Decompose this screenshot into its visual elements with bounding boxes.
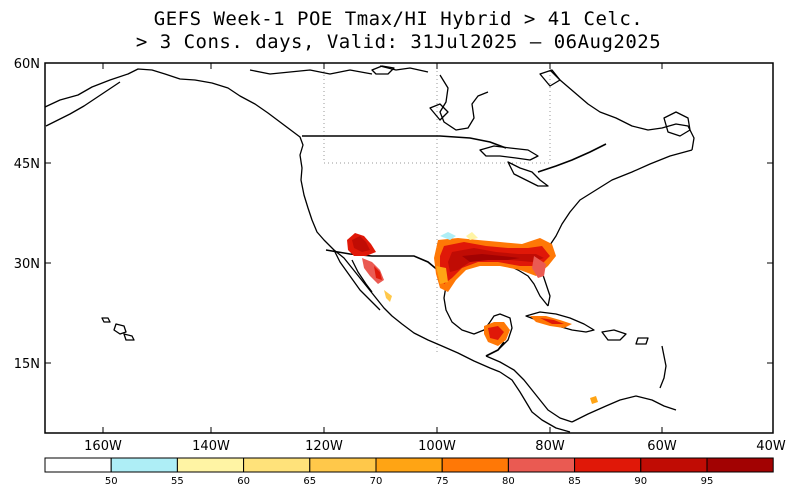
- colorbar-label: 75: [436, 476, 449, 487]
- colorbar-label: 90: [634, 476, 647, 487]
- lon-ticks: [102, 63, 663, 433]
- heat-probability-shading: [347, 232, 598, 404]
- map-panel: [45, 63, 695, 433]
- lon-label-160w: 160W: [84, 439, 122, 454]
- colorbar-label: 95: [701, 476, 714, 487]
- graticule: [323, 63, 551, 355]
- colorbar-label: 80: [502, 476, 515, 487]
- lat-label-30n: 30N: [14, 257, 40, 272]
- coastlines: [45, 65, 695, 433]
- colorbar-swatch: [44, 457, 112, 473]
- map-title-line-1: GEFS Week-1 POE Tmax/HI Hybrid > 41 Celc…: [153, 8, 644, 30]
- colorbar-swatch: [176, 457, 245, 473]
- lat-ticks: [45, 62, 773, 364]
- lat-label-45n: 45N: [14, 157, 40, 172]
- colorbar-swatch: [706, 457, 774, 473]
- colorbar-swatch: [243, 457, 311, 473]
- map-title-line-2: > 3 Cons. days, Valid: 31Jul2025 – 06Aug…: [135, 31, 662, 53]
- lon-label-120w: 120W: [305, 439, 343, 454]
- lon-label-80w: 80W: [535, 439, 565, 454]
- colorbar-label: 85: [568, 476, 581, 487]
- map-frame: [44, 62, 774, 434]
- colorbar-label: 70: [370, 476, 383, 487]
- colorbar-swatch: [441, 457, 509, 473]
- colorbar: 50 55 60 65 70 75 80 85 90 95: [44, 457, 774, 487]
- lat-label-15n: 15N: [14, 357, 40, 372]
- lat-label-60n: 60N: [14, 57, 40, 72]
- colorbar-label: 50: [105, 476, 118, 487]
- colorbar-swatch: [507, 457, 576, 473]
- lon-label-100w: 100W: [418, 439, 456, 454]
- colorbar-swatch: [640, 457, 708, 473]
- lon-label-60w: 60W: [647, 439, 677, 454]
- colorbar-label: 55: [171, 476, 184, 487]
- colorbar-swatch: [110, 457, 178, 473]
- colorbar-label: 60: [237, 476, 250, 487]
- colorbar-swatch: [375, 457, 443, 473]
- colorbar-swatch: [309, 457, 377, 473]
- colorbar-label: 65: [303, 476, 316, 487]
- lon-label-140w: 140W: [192, 439, 230, 454]
- lon-label-40w: 40W: [756, 439, 786, 454]
- colorbar-swatch: [574, 457, 642, 473]
